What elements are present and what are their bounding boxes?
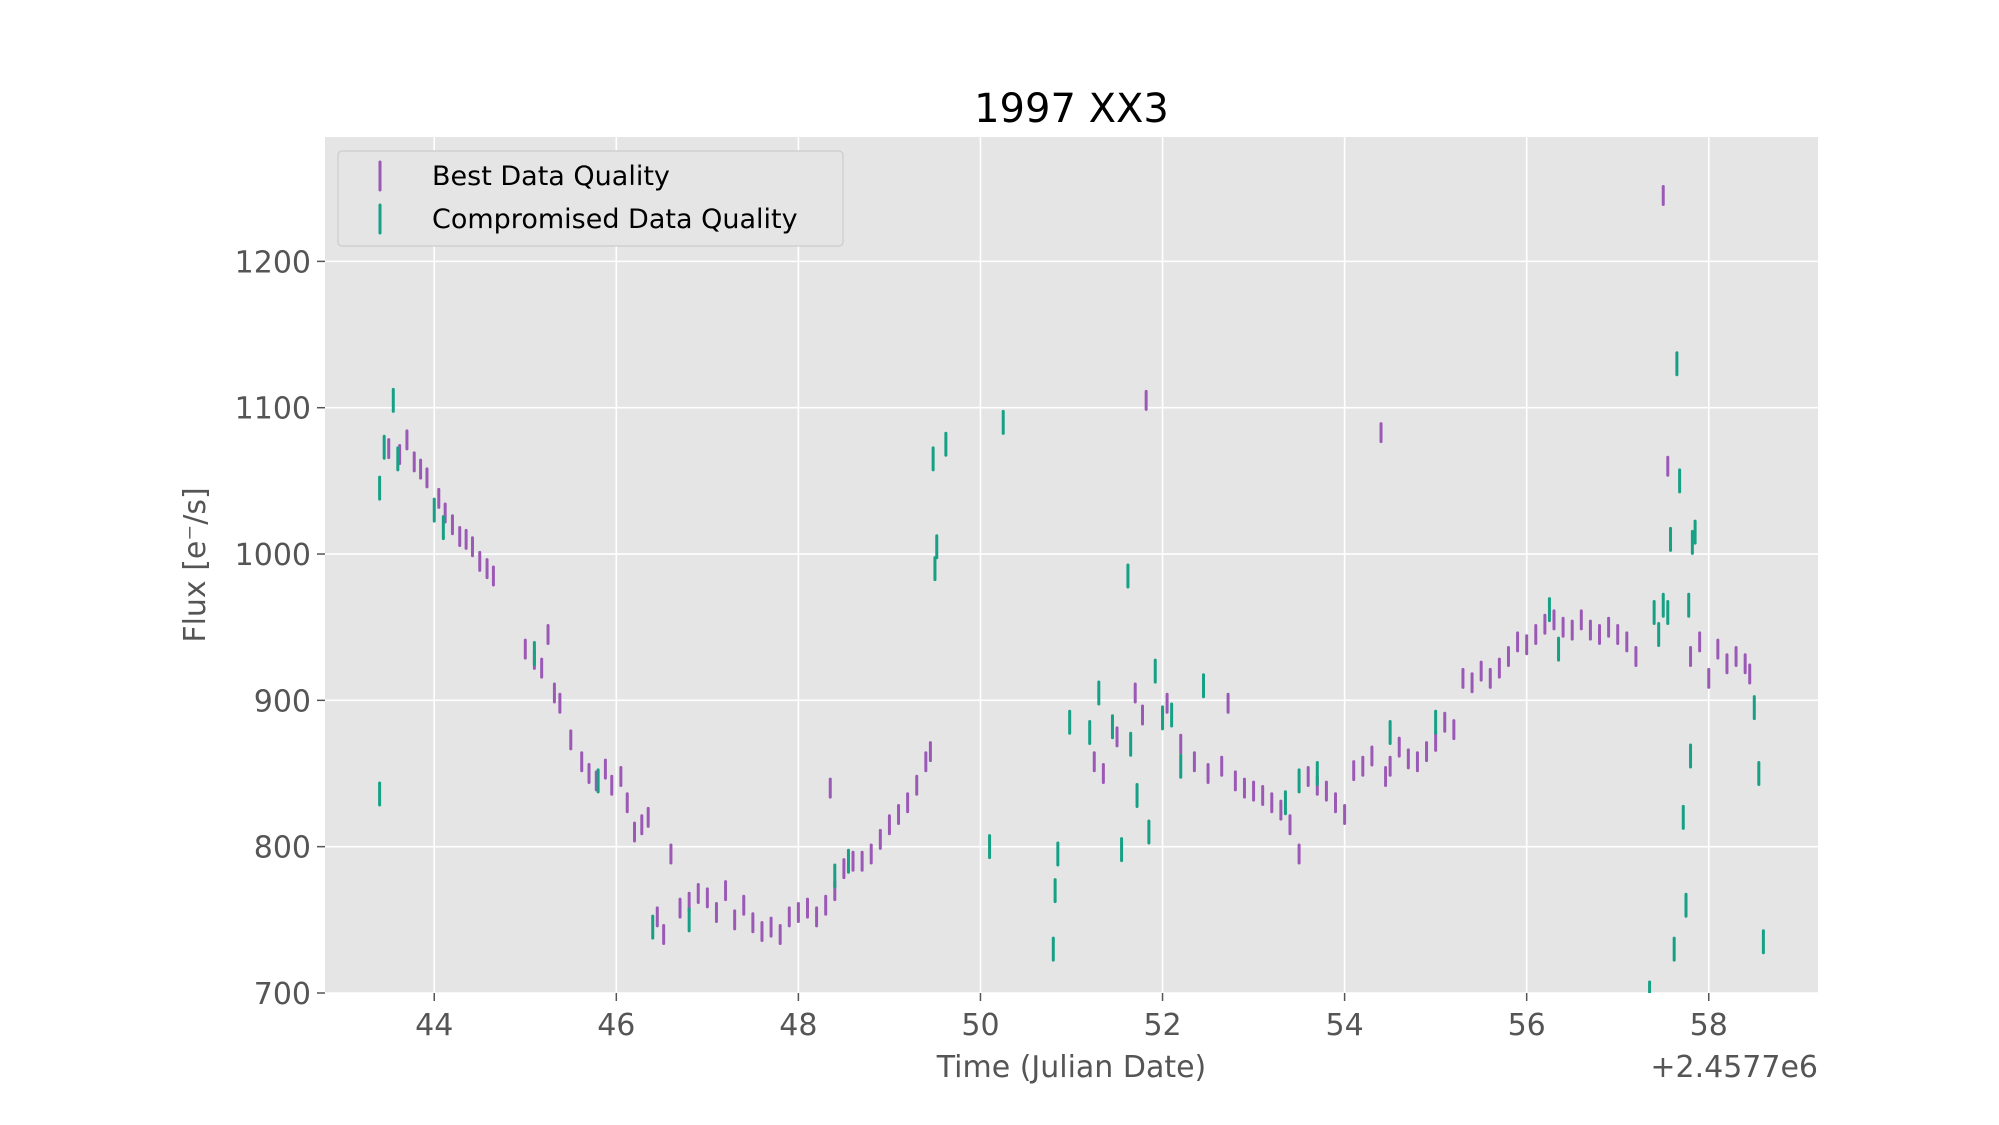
y-tick-label: 1000 [235, 538, 311, 573]
legend-label: Best Data Quality [432, 161, 670, 192]
legend-box [337, 150, 844, 247]
y-tick-label: 800 [254, 831, 311, 866]
grid-lines [325, 137, 1818, 994]
x-tick-label: 48 [779, 1008, 817, 1043]
chart-title: 1997 XX3 [974, 86, 1169, 132]
x-tick-label: 44 [415, 1008, 453, 1043]
x-tick-label: 58 [1690, 1008, 1728, 1043]
y-axis-label: Flux [e⁻/s] [178, 487, 213, 642]
y-tick-label: 1100 [235, 392, 311, 427]
y-tick-label: 900 [254, 684, 311, 719]
x-tick-label: 52 [1143, 1008, 1181, 1043]
x-tick-label: 54 [1326, 1008, 1364, 1043]
plot-area [325, 137, 1818, 993]
data-points [378, 185, 1765, 993]
x-tick-label: 50 [961, 1008, 999, 1043]
x-offset-label: +2.4577e6 [1650, 1050, 1818, 1085]
y-tick-label: 1200 [235, 245, 311, 280]
axes: 44 46 48 50 52 54 56 58 700 800 900 1000 1100 1200 [235, 245, 1728, 1043]
y-tick-label: 700 [254, 977, 311, 1012]
legend-label: Compromised Data Quality [432, 204, 798, 235]
x-tick-label: 56 [1508, 1008, 1546, 1043]
legend: Best Data Quality Compromised Data Qualit… [337, 150, 844, 247]
x-axis-label: Time (Julian Date) [936, 1050, 1207, 1085]
x-tick-label: 46 [597, 1008, 635, 1043]
